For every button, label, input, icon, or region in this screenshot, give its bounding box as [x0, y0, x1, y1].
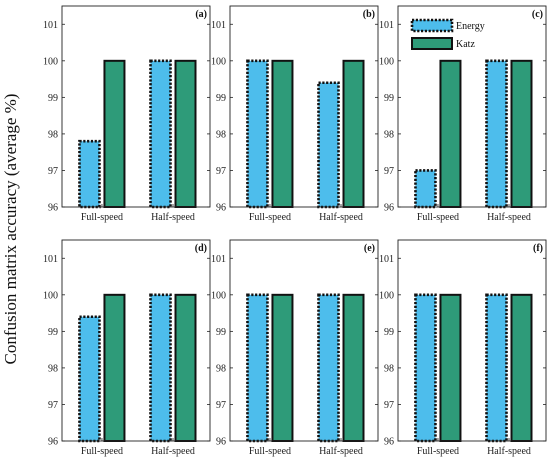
y-tick-label: 97 — [216, 166, 226, 177]
y-tick-label: 99 — [384, 327, 394, 338]
x-tick-label: Full-speed — [249, 446, 291, 457]
y-tick-label: 101 — [379, 20, 394, 31]
y-tick-label: 98 — [48, 363, 58, 374]
y-tick-label: 98 — [384, 129, 394, 140]
y-tick-label: 96 — [48, 203, 58, 214]
bar-katz-full-speed — [271, 293, 294, 442]
bar-energy-full-speed — [414, 169, 437, 209]
bar-energy-full-speed — [246, 293, 269, 443]
panel-tag: (b) — [363, 9, 375, 20]
y-tick-label: 96 — [216, 203, 226, 214]
legend-label-energy: Energy — [456, 21, 485, 32]
bar-energy-half-speed — [317, 293, 340, 443]
y-tick-label: 98 — [216, 129, 226, 140]
bar-katz-half-speed — [342, 59, 365, 209]
y-tick-label: 96 — [48, 437, 58, 448]
panel-tag: (c) — [532, 9, 543, 20]
y-tick-label: 101 — [211, 254, 226, 265]
bar-katz-full-speed — [271, 59, 294, 209]
legend-swatch-katz — [411, 37, 453, 50]
x-tick-label: Full-speed — [81, 446, 123, 457]
x-tick-label: Full-speed — [417, 446, 459, 457]
y-tick-label: 100 — [211, 290, 226, 301]
panel-tag: (f) — [533, 243, 543, 254]
y-tick-label: 97 — [216, 400, 226, 411]
x-tick-label: Full-speed — [81, 212, 123, 223]
bar-katz-full-speed — [103, 59, 126, 209]
y-tick-label: 99 — [384, 93, 394, 104]
bar-energy-half-speed — [149, 293, 172, 443]
chart-panels: Full-speed Half-speed96979899100101(a)Ful… — [43, 5, 547, 457]
bar-energy-half-speed — [149, 59, 172, 209]
x-tick-label: Half-speed — [151, 446, 195, 457]
bar-katz-full-speed — [103, 293, 126, 442]
x-tick-label: Half-speed — [487, 212, 531, 223]
y-tick-label: 101 — [379, 254, 394, 265]
axes-frame — [229, 239, 379, 442]
y-axis-label: Confusion matrix accuracy (average %) — [1, 94, 20, 365]
y-tick-label: 97 — [48, 400, 58, 411]
bar-energy-half-speed — [317, 81, 340, 209]
panel-b: Full-speed Half-speed 96 97 98 99 100 101 (b) — [211, 5, 379, 223]
panel-c: Full-speed Half-speed 96 97 98 99 100 101 (c) Ene… — [379, 5, 547, 223]
panel-d: Full-speed Half-speed 96 97 98 99 100 101 (d) — [43, 239, 211, 457]
y-tick-label: 98 — [216, 363, 226, 374]
axes-frame — [229, 5, 379, 208]
legend-swatch-energy — [410, 18, 454, 33]
y-tick-label: 96 — [384, 437, 394, 448]
y-tick-label: 97 — [384, 166, 394, 177]
y-tick-label: 97 — [48, 166, 58, 177]
panel-tag: (a) — [195, 9, 207, 20]
y-tick-label: 98 — [48, 129, 58, 140]
panel-a: Full-speed Half-speed 96 97 98 99 100 101 (a) — [43, 5, 211, 223]
legend-label-katz: Katz — [456, 39, 475, 50]
axes-frame — [61, 239, 211, 442]
y-tick-label: 99 — [216, 93, 226, 104]
bar-katz-full-speed — [439, 293, 462, 442]
y-tick-label: 99 — [48, 93, 58, 104]
y-tick-label: 100 — [211, 56, 226, 67]
x-tick-label: Half-speed — [487, 446, 531, 457]
y-tick-label: 101 — [43, 254, 58, 265]
y-tick-label: 100 — [379, 56, 394, 67]
x-tick-label: Half-speed — [151, 212, 195, 223]
y-tick-label: 101 — [211, 20, 226, 31]
y-tick-label: 98 — [384, 363, 394, 374]
axes-frame — [397, 239, 547, 442]
y-tick-label: 100 — [43, 56, 58, 67]
panel-f: Full-speed Half-speed 96 97 98 99 100 101 (f) — [379, 239, 547, 457]
panel-tag: (d) — [195, 243, 207, 254]
legend: Energy Katz — [410, 18, 485, 50]
bar-katz-half-speed — [174, 59, 197, 209]
bar-katz-half-speed — [342, 293, 365, 442]
y-tick-label: 99 — [48, 327, 58, 338]
y-tick-label: 96 — [384, 203, 394, 214]
y-tick-label: 101 — [43, 20, 58, 31]
y-tick-label: 96 — [216, 437, 226, 448]
x-tick-label: Half-speed — [319, 446, 363, 457]
bar-energy-full-speed — [78, 139, 101, 209]
bar-energy-half-speed — [485, 293, 508, 443]
y-tick-label: 100 — [43, 290, 58, 301]
x-tick-label: Half-speed — [319, 212, 363, 223]
x-tick-label: Full-speed — [417, 212, 459, 223]
axes-frame — [397, 5, 547, 208]
bar-energy-half-speed — [485, 59, 508, 209]
y-tick-label: 97 — [384, 400, 394, 411]
panel-tag: (e) — [364, 243, 375, 254]
panel-e: Full-speed Half-speed 96 97 98 99 100 101 (e) — [211, 239, 379, 457]
bar-katz-full-speed — [439, 59, 462, 209]
y-tick-label: 100 — [379, 290, 394, 301]
y-tick-label: 99 — [216, 327, 226, 338]
bar-katz-half-speed — [174, 293, 197, 442]
bar-energy-full-speed — [414, 293, 437, 443]
bar-energy-full-speed — [78, 315, 101, 443]
x-tick-label: Full-speed — [249, 212, 291, 223]
bar-katz-half-speed — [510, 293, 533, 442]
axes-frame — [61, 5, 211, 208]
bar-energy-full-speed — [246, 59, 269, 209]
bar-katz-half-speed — [510, 59, 533, 209]
